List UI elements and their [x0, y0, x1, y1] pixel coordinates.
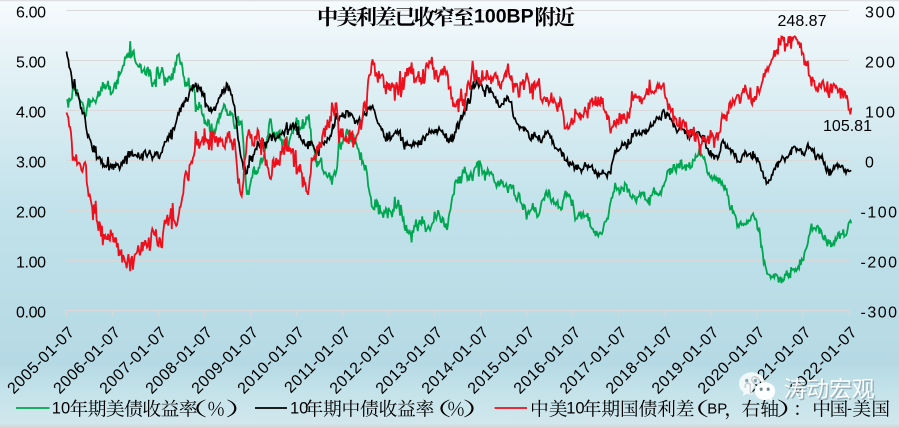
- svg-text:-200: -200: [861, 254, 898, 271]
- svg-text:248.87: 248.87: [778, 13, 827, 30]
- svg-text:1.00: 1.00: [16, 254, 46, 271]
- svg-text:0: 0: [865, 154, 874, 171]
- svg-text:0.00: 0.00: [16, 304, 46, 321]
- svg-text:300: 300: [865, 4, 895, 21]
- svg-text:BP: BP: [707, 400, 727, 417]
- svg-text:-: -: [847, 400, 852, 417]
- svg-text:-300: -300: [861, 304, 898, 321]
- svg-text:105.81: 105.81: [823, 118, 872, 135]
- svg-text:2.00: 2.00: [16, 204, 46, 221]
- svg-text:10: 10: [566, 399, 584, 417]
- svg-text:-100: -100: [861, 204, 898, 221]
- svg-text:10: 10: [52, 399, 70, 417]
- svg-text:5.00: 5.00: [16, 54, 46, 71]
- svg-text:200: 200: [865, 54, 895, 71]
- svg-text:3.00: 3.00: [16, 154, 46, 171]
- svg-text:10: 10: [290, 399, 308, 417]
- svg-text:100: 100: [865, 104, 895, 121]
- svg-text:4.00: 4.00: [16, 104, 46, 121]
- svg-text:100BP: 100BP: [474, 6, 534, 28]
- svg-text:6.00: 6.00: [16, 4, 46, 21]
